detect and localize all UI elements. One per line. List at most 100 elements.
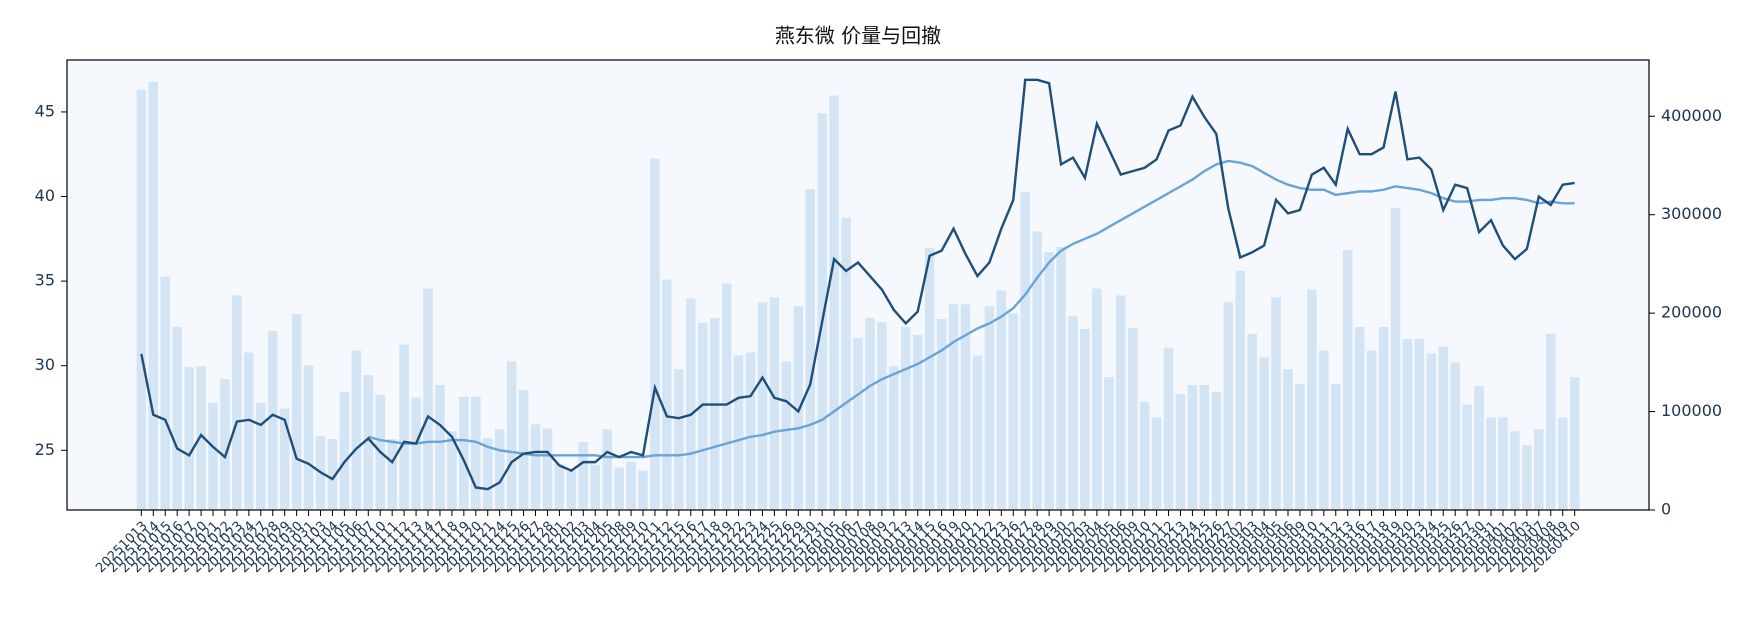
volume-bar xyxy=(877,321,887,510)
volume-bar xyxy=(1426,353,1437,510)
volume-bar xyxy=(196,366,206,510)
volume-bar xyxy=(662,279,672,510)
volume-bar xyxy=(1414,338,1425,510)
volume-bar xyxy=(1522,445,1532,510)
volume-bar xyxy=(889,366,899,510)
volume-bar xyxy=(1402,338,1413,510)
volume-bar xyxy=(435,384,445,510)
volume-bar xyxy=(471,396,481,510)
volume-bar xyxy=(841,217,851,510)
volume-bar xyxy=(936,319,947,510)
volume-bar xyxy=(482,438,493,510)
volume-bar xyxy=(1259,357,1269,510)
volume-bar xyxy=(1498,417,1508,510)
volume-bar xyxy=(602,429,612,510)
volume-bar xyxy=(399,344,409,510)
volume-bar xyxy=(1486,417,1496,510)
volume-bar xyxy=(924,248,935,511)
volume-bar xyxy=(1056,247,1066,511)
volume-bar xyxy=(638,470,648,510)
volume-bar xyxy=(494,429,505,510)
volume-bar xyxy=(912,334,923,510)
volume-bar xyxy=(148,81,159,511)
volume-bar xyxy=(1032,231,1042,510)
volume-bar xyxy=(1127,327,1138,510)
volume-bar xyxy=(1438,346,1449,510)
volume-bar xyxy=(554,463,565,510)
volume-bar xyxy=(267,330,278,510)
volume-bar xyxy=(1557,417,1568,510)
volume-bar xyxy=(1235,270,1245,510)
volume-bar xyxy=(518,389,529,510)
volume-bar xyxy=(447,431,457,510)
y-tick-label: 25 xyxy=(35,440,55,459)
volume-bar xyxy=(279,408,290,510)
volume-bar xyxy=(351,350,362,510)
volume-bar xyxy=(530,424,541,510)
volume-bar xyxy=(1175,393,1186,510)
volume-bar xyxy=(1366,350,1377,510)
volume-bar xyxy=(793,306,804,510)
y-tick-label: 35 xyxy=(35,271,55,290)
volume-bar xyxy=(1354,326,1365,510)
chart-title: 燕东微 价量与回撤 xyxy=(775,24,941,48)
volume-bar xyxy=(1295,384,1305,510)
volume-bar xyxy=(686,298,696,510)
volume-bar xyxy=(1534,429,1544,510)
y2-tick-label: 100000 xyxy=(1661,401,1722,420)
volume-bar xyxy=(1092,288,1102,510)
volume-bar xyxy=(733,355,744,510)
volume-bar xyxy=(697,322,708,510)
volume-bar xyxy=(769,297,780,510)
y-tick-label: 45 xyxy=(35,101,55,120)
volume-bar xyxy=(172,326,182,510)
volume-bar xyxy=(303,365,314,510)
volume-bar xyxy=(1044,252,1054,511)
volume-bar xyxy=(1569,377,1580,510)
volume-bar xyxy=(1104,377,1114,510)
volume-bar xyxy=(1330,384,1341,510)
volume-bar xyxy=(721,283,732,510)
volume-bar xyxy=(1139,401,1150,510)
volume-bar xyxy=(900,326,911,510)
volume-bar xyxy=(160,276,171,510)
volume-bar xyxy=(626,461,636,510)
volume-bar xyxy=(208,402,218,510)
volume-bar xyxy=(674,369,684,510)
volume-bar xyxy=(709,318,720,510)
volume-bar xyxy=(411,397,421,510)
y2-tick-label: 300000 xyxy=(1661,204,1722,223)
volume-bar xyxy=(817,113,827,510)
volume-bar xyxy=(1510,431,1520,510)
volume-bar xyxy=(1390,207,1401,510)
volume-bar xyxy=(614,467,624,510)
volume-bar xyxy=(1151,417,1162,510)
volume-bar xyxy=(244,352,254,510)
volume-bar xyxy=(387,439,397,510)
volume-bar xyxy=(1223,302,1234,510)
volume-bar xyxy=(220,379,230,510)
volume-bar xyxy=(459,396,469,510)
volume-bar xyxy=(1283,369,1293,510)
volume-bar xyxy=(984,306,995,510)
volume-bar xyxy=(805,189,816,510)
volume-bar xyxy=(363,375,374,510)
volume-bar xyxy=(972,355,983,510)
volume-bar xyxy=(1008,313,1019,510)
volume-bar xyxy=(1319,350,1329,510)
volume-bar xyxy=(1199,384,1210,510)
volume-bar xyxy=(1247,333,1257,510)
volume-bar xyxy=(256,402,266,510)
volume-bar xyxy=(865,318,875,510)
volume-bar xyxy=(650,158,660,510)
volume-bar xyxy=(1163,347,1174,510)
y-tick-label: 40 xyxy=(35,186,55,205)
volume-bar xyxy=(996,290,1007,510)
volume-bar xyxy=(1450,362,1460,510)
volume-bar xyxy=(590,464,601,510)
volume-bar xyxy=(1378,326,1389,510)
volume-bar xyxy=(781,361,792,510)
volume-bar xyxy=(578,442,589,510)
volume-bar xyxy=(339,391,350,510)
